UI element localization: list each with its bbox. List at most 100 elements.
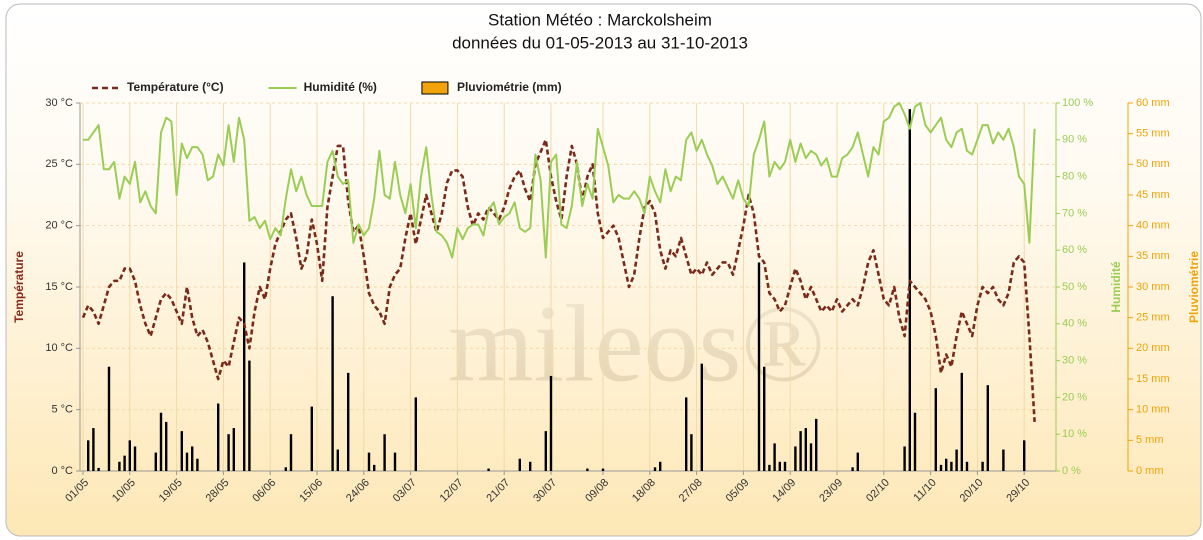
chart-title: Station Météo : Marckolsheim xyxy=(488,10,712,29)
bar xyxy=(809,443,813,471)
bar xyxy=(783,461,787,471)
bar xyxy=(549,375,553,471)
y3-tick-label: 20 mm xyxy=(1136,342,1170,354)
bar xyxy=(92,428,95,471)
bar xyxy=(336,449,339,471)
bar xyxy=(165,421,168,471)
bar xyxy=(601,468,605,471)
bar xyxy=(284,467,287,471)
y-tick-label: 25 °C xyxy=(45,158,73,170)
y2-tick-label: 100 % xyxy=(1062,97,1093,109)
bar xyxy=(653,467,657,471)
y-tick-label: 5 °C xyxy=(51,404,73,416)
bar xyxy=(154,452,157,471)
bar xyxy=(903,446,906,471)
bar xyxy=(939,464,943,471)
bar xyxy=(347,372,350,471)
bar xyxy=(1023,440,1026,471)
y3-tick-label: 0 mm xyxy=(1136,465,1164,477)
y3-tick-label: 25 mm xyxy=(1136,312,1170,324)
y2-tick-label: 40 % xyxy=(1062,318,1087,330)
bar xyxy=(851,467,854,471)
bar xyxy=(227,434,230,471)
bar xyxy=(87,440,90,471)
bar xyxy=(856,452,859,471)
bar xyxy=(232,428,235,471)
bar xyxy=(768,464,771,471)
bar xyxy=(248,360,251,471)
bar xyxy=(331,296,334,471)
bar xyxy=(133,446,137,471)
bar xyxy=(757,262,761,471)
bar xyxy=(367,452,371,471)
bar xyxy=(690,434,693,471)
y-tick-label: 20 °C xyxy=(45,220,73,232)
bar xyxy=(799,431,802,471)
bar xyxy=(763,366,766,471)
y3-tick-label: 5 mm xyxy=(1136,434,1164,446)
bar xyxy=(243,262,246,471)
y2-tick-label: 30 % xyxy=(1062,355,1087,367)
legend-swatch xyxy=(421,81,449,95)
bar xyxy=(981,461,984,471)
watermark: mileos® xyxy=(448,282,825,404)
y2-tick-label: 70 % xyxy=(1062,207,1087,219)
bar xyxy=(217,403,220,471)
bar xyxy=(107,366,111,471)
y2-axis-title: Humidité xyxy=(1109,261,1123,313)
line-series xyxy=(81,138,1036,423)
bar xyxy=(986,385,989,471)
bar xyxy=(965,461,969,471)
bar xyxy=(180,431,183,471)
bar xyxy=(913,412,917,471)
bar xyxy=(544,431,547,471)
y2-tick-label: 0 % xyxy=(1062,465,1081,477)
bar xyxy=(804,428,807,471)
bar xyxy=(487,468,490,471)
y-tick-label: 15 °C xyxy=(45,281,73,293)
bar xyxy=(529,461,532,471)
y3-tick-label: 55 mm xyxy=(1136,128,1170,140)
bar xyxy=(934,388,937,471)
y2-tick-label: 90 % xyxy=(1062,134,1087,146)
y-tick-label: 0 °C xyxy=(51,465,73,477)
bar xyxy=(685,397,688,471)
y2-tick-label: 60 % xyxy=(1062,244,1087,256)
bar xyxy=(159,412,163,471)
bar xyxy=(700,363,703,471)
bar xyxy=(659,461,662,471)
bar xyxy=(960,372,963,471)
y3-tick-label: 40 mm xyxy=(1136,220,1170,232)
y-tick-label: 30 °C xyxy=(45,97,73,109)
bar xyxy=(185,452,189,471)
y2-tick-label: 20 % xyxy=(1062,391,1087,403)
y2-tick-label: 10 % xyxy=(1062,428,1087,440)
bar xyxy=(97,467,100,471)
line-series xyxy=(83,102,1036,259)
y3-axis-title: Pluviométrie xyxy=(1187,251,1201,323)
y-tick-label: 10 °C xyxy=(45,342,73,354)
bar xyxy=(123,455,126,471)
y3-tick-label: 10 mm xyxy=(1136,404,1170,416)
bar xyxy=(815,418,818,471)
bar xyxy=(950,461,953,471)
bar xyxy=(383,434,386,471)
y2-tick-label: 50 % xyxy=(1062,281,1087,293)
legend-label: Température (°C) xyxy=(127,80,224,94)
bar xyxy=(518,458,521,471)
bar xyxy=(414,397,417,471)
bar xyxy=(778,461,781,471)
bar xyxy=(794,446,797,471)
bar xyxy=(773,443,776,471)
legend-label: Pluviométrie (mm) xyxy=(457,80,562,94)
bar xyxy=(191,446,194,471)
bar xyxy=(945,458,948,471)
bar xyxy=(393,452,397,471)
y3-tick-label: 50 mm xyxy=(1136,158,1170,170)
chart-subtitle: données du 01-05-2013 au 31-10-2013 xyxy=(452,33,748,52)
y3-tick-label: 30 mm xyxy=(1136,281,1170,293)
bar xyxy=(373,464,376,471)
bar xyxy=(196,458,199,471)
y-axis-title: Température xyxy=(12,251,26,323)
